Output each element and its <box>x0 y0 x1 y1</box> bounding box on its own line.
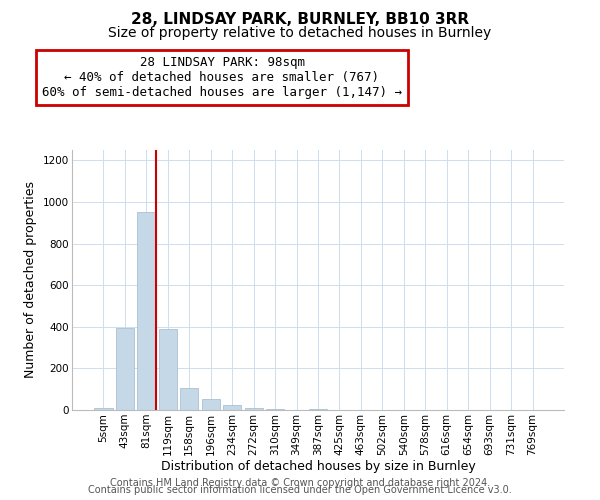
Text: Size of property relative to detached houses in Burnley: Size of property relative to detached ho… <box>109 26 491 40</box>
Bar <box>180 388 199 410</box>
X-axis label: Distribution of detached houses by size in Burnley: Distribution of detached houses by size … <box>161 460 475 473</box>
Text: Contains HM Land Registry data © Crown copyright and database right 2024.: Contains HM Land Registry data © Crown c… <box>110 478 490 488</box>
Bar <box>137 212 155 410</box>
Bar <box>116 328 134 410</box>
Text: 28, LINDSAY PARK, BURNLEY, BB10 3RR: 28, LINDSAY PARK, BURNLEY, BB10 3RR <box>131 12 469 28</box>
Bar <box>202 399 220 410</box>
Bar <box>94 408 113 410</box>
Bar <box>245 408 263 410</box>
Text: 28 LINDSAY PARK: 98sqm
← 40% of detached houses are smaller (767)
60% of semi-de: 28 LINDSAY PARK: 98sqm ← 40% of detached… <box>42 56 402 99</box>
Text: Contains public sector information licensed under the Open Government Licence v3: Contains public sector information licen… <box>88 485 512 495</box>
Bar <box>223 406 241 410</box>
Bar <box>159 329 177 410</box>
Y-axis label: Number of detached properties: Number of detached properties <box>25 182 37 378</box>
Bar <box>309 409 327 410</box>
Bar <box>266 409 284 410</box>
